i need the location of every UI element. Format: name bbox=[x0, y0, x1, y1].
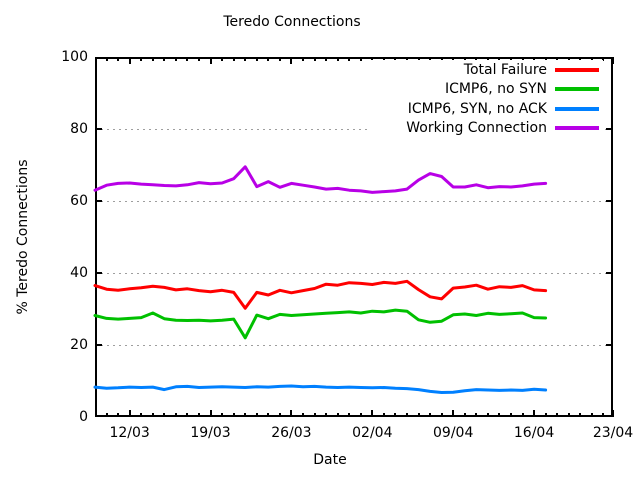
y-tick-label: 0 bbox=[79, 409, 88, 425]
y-tick-label: 100 bbox=[61, 49, 88, 65]
y-tick-label: 80 bbox=[70, 121, 88, 137]
x-tick-label: 12/03 bbox=[109, 425, 150, 441]
legend-item-icmp6-no-syn: ICMP6, no SYN bbox=[370, 80, 603, 100]
legend-line-sample bbox=[555, 67, 599, 72]
y-tick-label: 60 bbox=[70, 193, 88, 209]
x-tick-label: 02/04 bbox=[352, 425, 393, 441]
legend-item-icmp6-syn-no-ack: ICMP6, SYN, no ACK bbox=[370, 99, 603, 119]
x-tick-label: 23/04 bbox=[592, 425, 634, 441]
y-tick-label: 20 bbox=[70, 337, 88, 353]
legend-item-total-failure: Total Failure bbox=[370, 60, 603, 80]
legend-label: Total Failure bbox=[463, 61, 547, 78]
legend-item-working-connection: Working Connection bbox=[370, 119, 603, 139]
legend-label: ICMP6, no SYN bbox=[444, 81, 547, 98]
x-tick-label: 19/03 bbox=[190, 425, 231, 441]
legend: Total Failure ICMP6, no SYN ICMP6, SYN, no… bbox=[370, 60, 603, 138]
series-line-icmp6-no-syn bbox=[93, 308, 548, 340]
legend-line-sample bbox=[555, 126, 599, 131]
grid-lines bbox=[95, 129, 613, 346]
legend-label: Working Connection bbox=[406, 120, 547, 137]
chart-title: Teredo Connections bbox=[223, 14, 361, 30]
series-line-icmp6-syn-no-ack bbox=[93, 384, 548, 394]
series-line-working-connection bbox=[93, 165, 548, 194]
legend-label: ICMP6, SYN, no ACK bbox=[407, 100, 547, 117]
legend-line-sample bbox=[555, 87, 599, 92]
y-tick-label: 40 bbox=[70, 265, 88, 281]
x-tick-label: 16/04 bbox=[513, 425, 555, 441]
x-tick-label: 26/03 bbox=[271, 425, 312, 441]
legend-line-sample bbox=[555, 106, 599, 111]
x-axis-label: Date bbox=[313, 452, 347, 468]
x-tick-label: 09/04 bbox=[433, 425, 474, 441]
series-line-total-failure bbox=[93, 279, 548, 310]
plot-border bbox=[95, 57, 613, 417]
